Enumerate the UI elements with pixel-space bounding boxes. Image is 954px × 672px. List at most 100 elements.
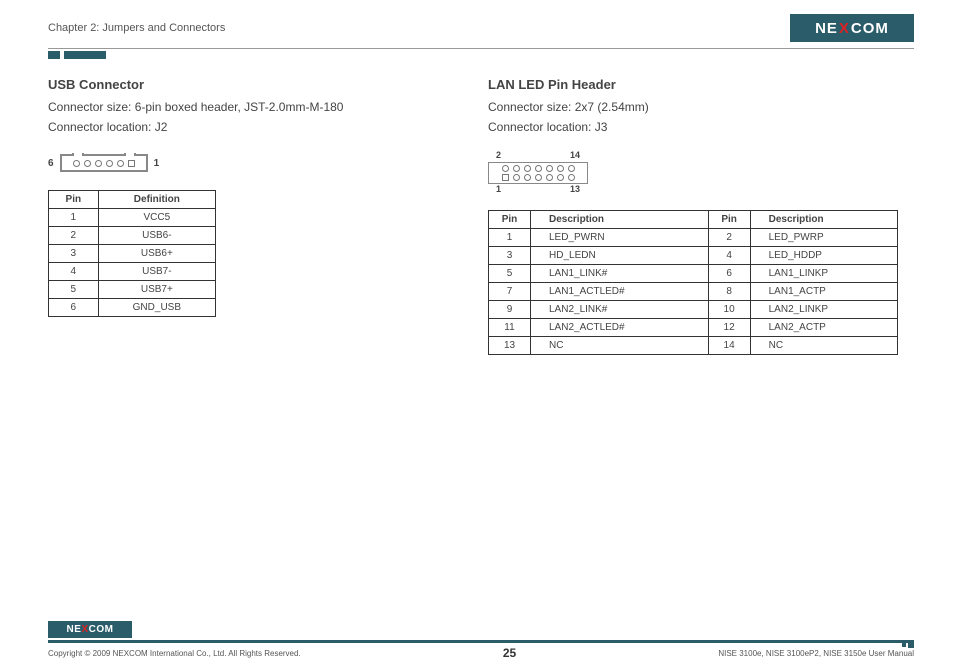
lan-pin1-icon bbox=[502, 174, 509, 181]
cell-def: USB7- bbox=[98, 263, 215, 281]
cell-def: USB6+ bbox=[98, 245, 215, 263]
lan-pin-icon bbox=[535, 165, 542, 172]
chapter-title: Chapter 2: Jumpers and Connectors bbox=[48, 22, 225, 34]
lan-pin-icon bbox=[546, 174, 553, 181]
cell-desc: LAN1_LINKP bbox=[750, 265, 897, 283]
th-desc: Description bbox=[750, 211, 897, 229]
cell-pin: 6 bbox=[49, 299, 99, 317]
lan-pin-icon bbox=[568, 174, 575, 181]
cell-pin: 11 bbox=[489, 319, 531, 337]
lan-title: LAN LED Pin Header bbox=[488, 77, 906, 92]
cell-desc: HD_LEDN bbox=[531, 247, 709, 265]
lan-pin-icon bbox=[513, 165, 520, 172]
usb-table-body: 1VCC52USB6-3USB6+4USB7-5USB7+6GND_USB bbox=[49, 209, 216, 317]
logo-x: X bbox=[838, 20, 851, 37]
logo-x: X bbox=[81, 624, 88, 635]
usb-pin-icon bbox=[95, 160, 102, 167]
footer-logo: NEXCOM bbox=[48, 621, 132, 638]
table-row: 11LAN2_ACTLED#12LAN2_ACTP bbox=[489, 319, 898, 337]
cell-pin: 5 bbox=[49, 281, 99, 299]
cell-pin: 3 bbox=[489, 247, 531, 265]
usb-pin6-label: 6 bbox=[48, 158, 54, 169]
table-row: 5LAN1_LINK#6LAN1_LINKP bbox=[489, 265, 898, 283]
cell-desc: NC bbox=[750, 337, 897, 355]
accent-bars bbox=[48, 51, 954, 59]
cell-pin: 1 bbox=[49, 209, 99, 227]
lan-top-row bbox=[492, 165, 584, 172]
lan-pin-icon bbox=[524, 174, 531, 181]
table-row: 13NC14NC bbox=[489, 337, 898, 355]
lan-pin14-label: 14 bbox=[570, 150, 580, 160]
cell-def: GND_USB bbox=[98, 299, 215, 317]
cell-pin: 2 bbox=[49, 227, 99, 245]
header-rule bbox=[48, 48, 914, 49]
cell-desc: LAN2_ACTLED# bbox=[531, 319, 709, 337]
usb-pin-icon bbox=[73, 160, 80, 167]
cell-def: USB7+ bbox=[98, 281, 215, 299]
content-area: USB Connector Connector size: 6-pin boxe… bbox=[0, 77, 954, 355]
cell-desc: NC bbox=[531, 337, 709, 355]
lan-pin2-label: 2 bbox=[496, 150, 501, 160]
lan-box bbox=[488, 162, 588, 184]
usb-pin-icon bbox=[84, 160, 91, 167]
lan-bottom-row bbox=[492, 174, 584, 181]
lan-pin-icon bbox=[568, 165, 575, 172]
usb-box bbox=[60, 154, 148, 172]
table-row: 4USB7- bbox=[49, 263, 216, 281]
cell-pin: 13 bbox=[489, 337, 531, 355]
cell-pin: 6 bbox=[708, 265, 750, 283]
lan-pin-icon bbox=[546, 165, 553, 172]
table-row: 2USB6- bbox=[49, 227, 216, 245]
lan-location: Connector location: J3 bbox=[488, 118, 906, 137]
accent-bar-small bbox=[48, 51, 60, 59]
lan-connector-diagram: 2 14 1 13 bbox=[488, 150, 588, 196]
usb-pin-icon bbox=[106, 160, 113, 167]
table-header-row: Pin Description Pin Description bbox=[489, 211, 898, 229]
cell-desc: LAN2_LINKP bbox=[750, 301, 897, 319]
logo-post: COM bbox=[89, 624, 114, 635]
lan-pin-table: Pin Description Pin Description 1LED_PWR… bbox=[488, 210, 898, 355]
cell-desc: LAN1_ACTP bbox=[750, 283, 897, 301]
usb-pin1-icon bbox=[128, 160, 135, 167]
cell-pin: 1 bbox=[489, 229, 531, 247]
page-header: Chapter 2: Jumpers and Connectors NEXCOM bbox=[0, 0, 954, 48]
lan-bottom-labels: 1 13 bbox=[488, 184, 588, 196]
table-row: 5USB7+ bbox=[49, 281, 216, 299]
cell-pin: 3 bbox=[49, 245, 99, 263]
cell-desc: LAN2_LINK# bbox=[531, 301, 709, 319]
cell-desc: LED_PWRN bbox=[531, 229, 709, 247]
table-row: 3HD_LEDN4LED_HDDP bbox=[489, 247, 898, 265]
usb-pin-table: Pin Definition 1VCC52USB6-3USB6+4USB7-5U… bbox=[48, 190, 216, 317]
cell-def: VCC5 bbox=[98, 209, 215, 227]
lan-table-body: 1LED_PWRN2LED_PWRP3HD_LEDN4LED_HDDP5LAN1… bbox=[489, 229, 898, 355]
lan-pin-icon bbox=[557, 165, 564, 172]
lan-pin1-label: 1 bbox=[496, 184, 501, 194]
cell-desc: LAN1_ACTLED# bbox=[531, 283, 709, 301]
usb-location: Connector location: J2 bbox=[48, 118, 488, 137]
table-row: 9LAN2_LINK#10LAN2_LINKP bbox=[489, 301, 898, 319]
footer-rule bbox=[48, 640, 914, 643]
cell-desc: LED_HDDP bbox=[750, 247, 897, 265]
usb-pin1-label: 1 bbox=[154, 158, 160, 169]
table-row: 1LED_PWRN2LED_PWRP bbox=[489, 229, 898, 247]
lan-pin-icon bbox=[557, 174, 564, 181]
cell-pin: 10 bbox=[708, 301, 750, 319]
table-row: 1VCC5 bbox=[49, 209, 216, 227]
table-row: 3USB6+ bbox=[49, 245, 216, 263]
brand-logo: NEXCOM bbox=[790, 14, 914, 42]
page-footer: NEXCOM Copyright © 2009 NEXCOM Internati… bbox=[0, 621, 954, 660]
usb-section: USB Connector Connector size: 6-pin boxe… bbox=[48, 77, 488, 355]
logo-post: COM bbox=[851, 20, 889, 37]
th-pin: Pin bbox=[49, 191, 99, 209]
lan-pin-icon bbox=[502, 165, 509, 172]
accent-bar-large bbox=[64, 51, 106, 59]
table-header-row: Pin Definition bbox=[49, 191, 216, 209]
logo-pre: NE bbox=[815, 20, 838, 37]
cell-pin: 4 bbox=[708, 247, 750, 265]
cell-pin: 4 bbox=[49, 263, 99, 281]
footer-row: Copyright © 2009 NEXCOM International Co… bbox=[48, 646, 914, 660]
lan-pin-icon bbox=[524, 165, 531, 172]
logo-pre: NE bbox=[67, 624, 82, 635]
cell-desc: LAN1_LINK# bbox=[531, 265, 709, 283]
cell-desc: LED_PWRP bbox=[750, 229, 897, 247]
